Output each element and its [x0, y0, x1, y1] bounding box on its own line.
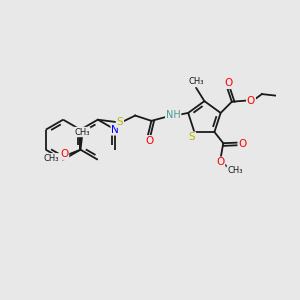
Text: S: S	[117, 117, 123, 127]
Text: O: O	[60, 149, 68, 159]
Text: CH₃: CH₃	[74, 128, 90, 136]
Text: NH: NH	[166, 110, 181, 120]
Text: N: N	[111, 125, 119, 135]
Text: CH₃: CH₃	[227, 166, 243, 175]
Text: O: O	[247, 96, 255, 106]
Text: O: O	[238, 139, 247, 149]
Text: O: O	[216, 157, 224, 167]
Text: O: O	[145, 136, 153, 146]
Text: CH₃: CH₃	[44, 154, 59, 163]
Text: S: S	[189, 132, 195, 142]
Text: CH₃: CH₃	[188, 77, 204, 86]
Text: O: O	[224, 78, 233, 88]
